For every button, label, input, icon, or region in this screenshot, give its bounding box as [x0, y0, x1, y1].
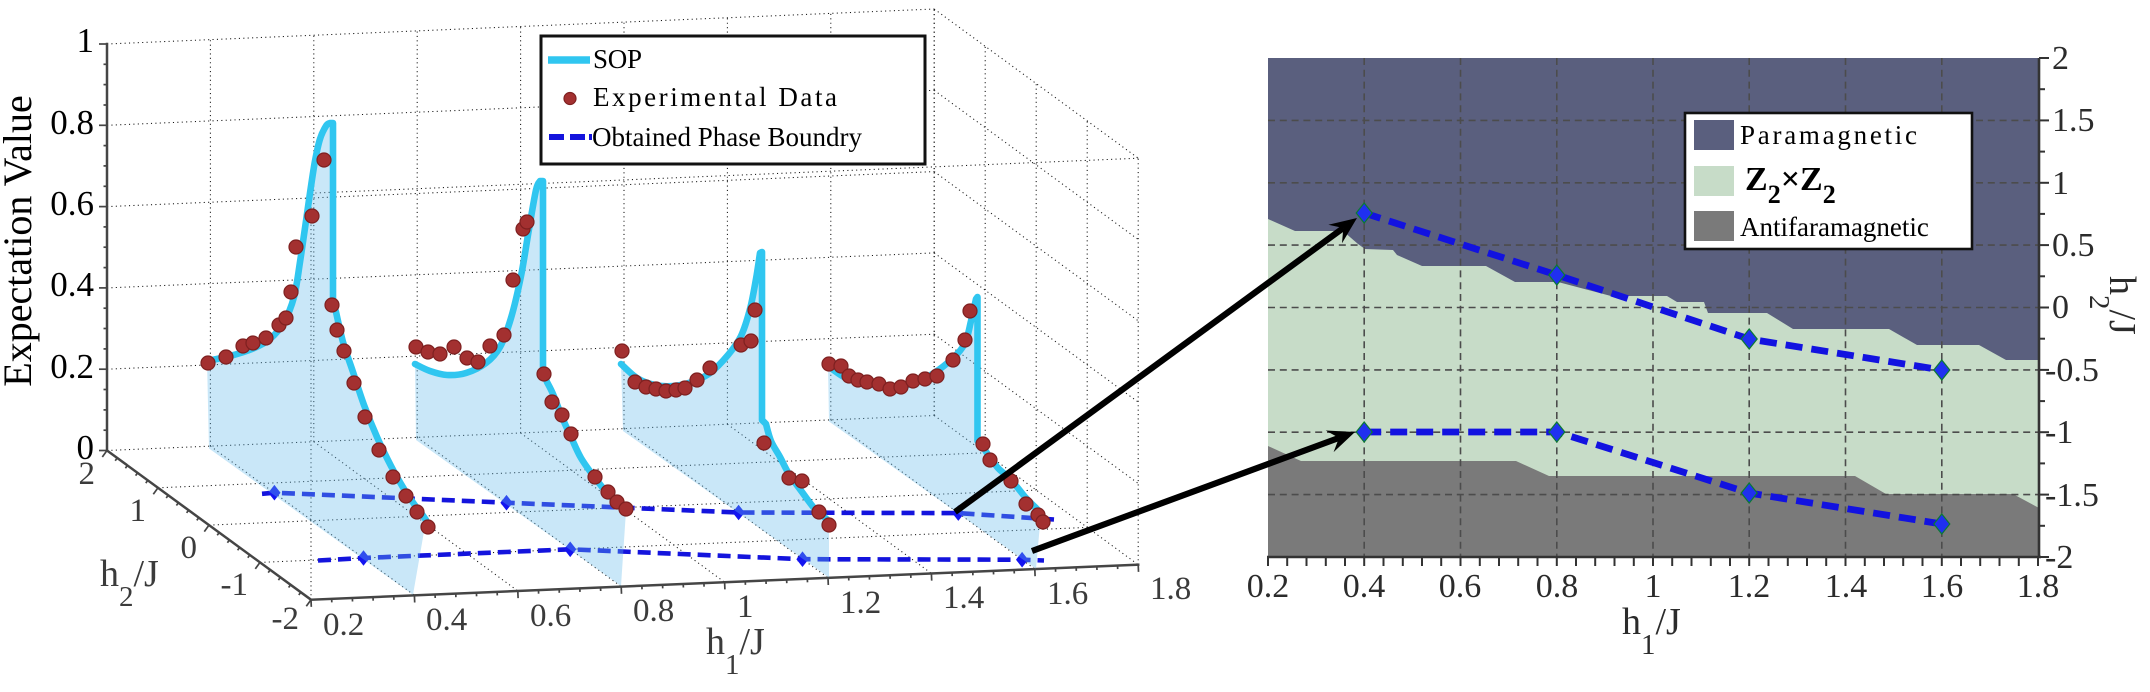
svg-text:1: 1 — [77, 21, 95, 60]
svg-text:1.4: 1.4 — [943, 580, 984, 616]
svg-text:0.6: 0.6 — [1439, 568, 1482, 605]
svg-text:0.2: 0.2 — [50, 347, 94, 386]
svg-text:0: 0 — [2052, 289, 2069, 326]
svg-text:0: 0 — [181, 530, 198, 566]
svg-text:1.6: 1.6 — [1047, 576, 1088, 612]
svg-text:-1: -1 — [2045, 414, 2073, 451]
svg-text:1: 1 — [2052, 165, 2069, 202]
svg-text:Experimental Data: Experimental Data — [593, 82, 837, 112]
svg-text:1.8: 1.8 — [1150, 571, 1191, 607]
svg-text:0.8: 0.8 — [1536, 568, 1579, 605]
svg-text:0.8: 0.8 — [633, 593, 674, 629]
svg-text:0.4: 0.4 — [1343, 568, 1386, 605]
svg-text:0.2: 0.2 — [1247, 568, 1290, 605]
svg-text:Paramagnetic: Paramagnetic — [1740, 120, 1917, 150]
svg-text:SOP: SOP — [593, 44, 642, 74]
svg-text:0.8: 0.8 — [50, 103, 94, 142]
svg-text:1.4: 1.4 — [1825, 568, 1868, 605]
svg-text:Expectation Value: Expectation Value — [0, 95, 40, 386]
svg-text:-0.5: -0.5 — [2045, 352, 2099, 389]
svg-text:Antifaramagnetic: Antifaramagnetic — [1740, 212, 1929, 242]
svg-text:-1: -1 — [221, 567, 249, 603]
svg-text:-1.5: -1.5 — [2045, 477, 2099, 514]
svg-text:0.6: 0.6 — [50, 184, 94, 223]
svg-text:2: 2 — [79, 456, 96, 492]
svg-text:-2: -2 — [272, 601, 300, 637]
svg-text:1.6: 1.6 — [1921, 568, 1964, 605]
svg-text:-2: -2 — [2045, 539, 2073, 576]
svg-text:0.4: 0.4 — [50, 265, 94, 304]
svg-text:0.4: 0.4 — [426, 602, 467, 638]
svg-text:1.2: 1.2 — [840, 585, 881, 621]
svg-text:Obtained Phase Boundry: Obtained Phase Boundry — [592, 122, 862, 152]
svg-text:0.6: 0.6 — [530, 598, 571, 634]
svg-text:0.5: 0.5 — [2052, 227, 2095, 264]
svg-text:1: 1 — [737, 589, 754, 625]
svg-text:1: 1 — [130, 493, 147, 529]
svg-text:1.5: 1.5 — [2052, 102, 2095, 139]
svg-text:1: 1 — [1645, 568, 1662, 605]
svg-text:0.2: 0.2 — [323, 607, 364, 643]
svg-text:1.2: 1.2 — [1728, 568, 1771, 605]
svg-text:2: 2 — [2052, 40, 2069, 77]
